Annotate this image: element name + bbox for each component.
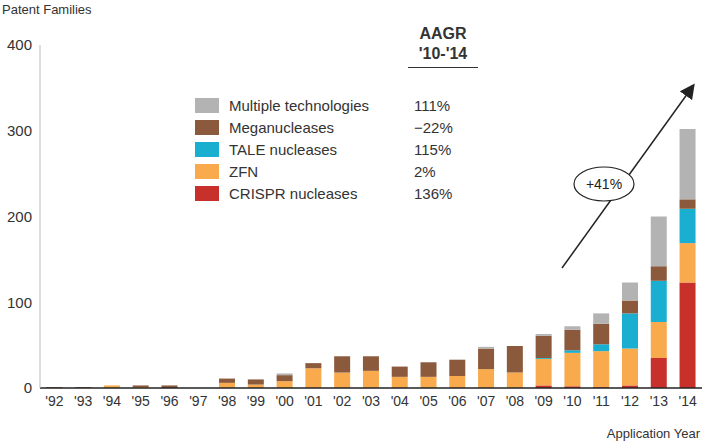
svg-text:'98: '98 (218, 393, 236, 409)
svg-text:'11: '11 (593, 393, 610, 409)
svg-text:0: 0 (24, 379, 32, 396)
html-text:Application Year: Application Year (606, 426, 700, 441)
svg-text:'94: '94 (103, 393, 121, 409)
svg-text:'09: '09 (535, 393, 553, 409)
svg-text:'10: '10 (563, 393, 581, 409)
html-text:−22%: −22% (414, 118, 453, 136)
html-text:TALE nucleases: TALE nucleases (229, 140, 338, 158)
html-text:Multiple technologies: Multiple technologies (229, 96, 370, 114)
svg-text:300: 300 (8, 122, 32, 139)
svg-text:400: 400 (8, 36, 32, 53)
html-text:Meganucleases: Meganucleases (229, 118, 335, 136)
svg-text:'02: '02 (333, 393, 351, 409)
html-text:115%: 115% (414, 140, 452, 158)
html-text:CRISPR nucleases: CRISPR nucleases (229, 184, 358, 202)
html-text:136%: 136% (414, 184, 453, 202)
svg-text:'13: '13 (650, 393, 668, 409)
svg-text:100: 100 (8, 294, 32, 311)
svg-text:'14: '14 (678, 393, 696, 409)
html-text:Patent Families: Patent Families (2, 2, 92, 17)
svg-text:'96: '96 (160, 393, 178, 409)
svg-text:'03: '03 (362, 393, 380, 409)
svg-text:'01: '01 (304, 393, 322, 409)
svg-text:200: 200 (8, 208, 32, 225)
svg-text:'07: '07 (477, 393, 495, 409)
svg-text:'93: '93 (74, 393, 92, 409)
svg-text:'92: '92 (45, 393, 63, 409)
svg-text:'08: '08 (506, 393, 524, 409)
svg-text:'04: '04 (391, 393, 409, 409)
svg-text:'05: '05 (419, 393, 437, 409)
html-text:2%: 2% (414, 162, 436, 180)
svg-text:+41%: +41% (586, 176, 622, 192)
svg-text:'00: '00 (276, 393, 294, 409)
svg-text:'99: '99 (247, 393, 265, 409)
svg-text:'06: '06 (448, 393, 466, 409)
html-text:111%: 111% (414, 96, 451, 114)
html-text:AAGR: AAGR (419, 25, 467, 42)
html-text:'10-'14: '10-'14 (418, 45, 468, 62)
html-text:ZFN: ZFN (229, 162, 259, 180)
svg-text:'97: '97 (189, 393, 207, 409)
svg-text:'95: '95 (132, 393, 150, 409)
svg-text:'12: '12 (621, 393, 639, 409)
